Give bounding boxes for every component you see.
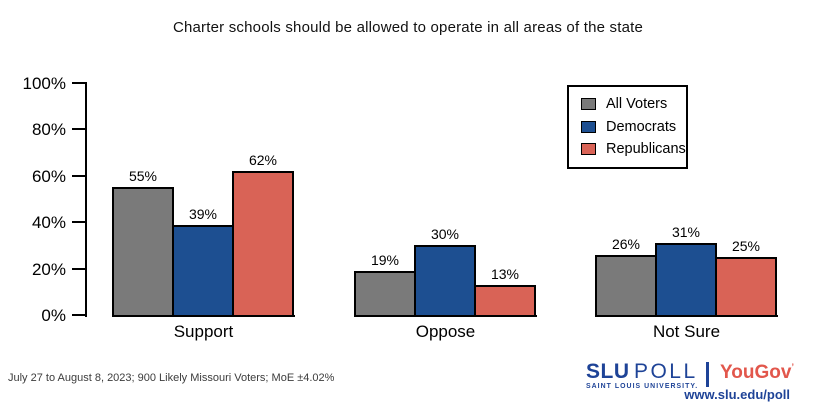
y-axis-tick bbox=[72, 82, 86, 84]
brand-separator bbox=[706, 362, 709, 387]
y-axis-line bbox=[85, 82, 87, 317]
y-axis-tick bbox=[72, 221, 86, 224]
bar-group: 26% 31% 25% bbox=[595, 83, 778, 317]
bar-wrap: 62% bbox=[232, 152, 294, 315]
y-axis-tick-label: 0% bbox=[41, 306, 66, 325]
bar-all-voters bbox=[595, 255, 657, 315]
legend-label: Democrats bbox=[606, 118, 677, 135]
bar-all-voters bbox=[354, 271, 416, 315]
bar-wrap: 39% bbox=[172, 206, 234, 315]
bar-value-label: 13% bbox=[490, 266, 520, 282]
slu-university-text: SAINT LOUIS UNIVERSITY. bbox=[586, 383, 699, 390]
bar-republicans bbox=[474, 285, 536, 315]
y-axis-tick bbox=[72, 174, 86, 177]
slu-logo-text: SLU bbox=[586, 360, 630, 383]
bar-democrats bbox=[172, 225, 234, 315]
bar-wrap: 19% bbox=[354, 252, 416, 315]
bar-wrap: 30% bbox=[414, 226, 476, 315]
legend-label: Republicans bbox=[606, 141, 686, 157]
poll-url: www.slu.edu/poll bbox=[684, 387, 790, 402]
bar-value-label: 25% bbox=[731, 238, 761, 254]
y-axis-tick-label: 80% bbox=[31, 120, 66, 140]
y-axis-tick bbox=[72, 314, 86, 316]
bar-wrap: 31% bbox=[655, 224, 717, 315]
bar-value-label: 19% bbox=[370, 252, 400, 268]
bar-value-label: 31% bbox=[671, 224, 701, 240]
bar-democrats bbox=[655, 243, 717, 315]
poll-logo-text: POLL bbox=[633, 360, 698, 383]
legend: All Voters Democrats Republicans bbox=[567, 85, 688, 169]
y-axis-tick-label: 60% bbox=[31, 166, 66, 186]
chart-title: Charter schools should be allowed to ope… bbox=[172, 19, 644, 36]
legend-swatch bbox=[581, 143, 596, 156]
bar-republicans bbox=[715, 257, 777, 315]
bar-republicans bbox=[232, 171, 294, 315]
bar-wrap: 13% bbox=[474, 266, 536, 315]
bar-value-label: 30% bbox=[430, 226, 460, 242]
bar-value-label: 39% bbox=[188, 206, 218, 222]
source-note: July 27 to August 8, 2023; 900 Likely Mi… bbox=[8, 372, 335, 384]
legend-swatch bbox=[581, 120, 596, 133]
slu-poll-logo: SLU POLL SAINT LOUIS UNIVERSITY. bbox=[586, 361, 698, 391]
bar-value-label: 26% bbox=[611, 236, 641, 252]
y-axis-tick bbox=[72, 128, 86, 131]
legend-label: All Voters bbox=[606, 96, 668, 112]
yougov-text: YouGov bbox=[720, 362, 792, 383]
bar-wrap: 26% bbox=[595, 236, 657, 315]
yougov-logo: YouGov’ bbox=[720, 362, 794, 383]
y-axis-tick-label: 100% bbox=[22, 74, 66, 93]
bar-value-label: 62% bbox=[248, 152, 278, 168]
legend-item: All Voters bbox=[581, 97, 678, 112]
y-axis-tick bbox=[72, 267, 86, 270]
bar-group: 55% 39% 62% bbox=[112, 83, 295, 317]
category-label: Not Sure bbox=[652, 322, 721, 341]
yougov-trademark: ’ bbox=[791, 362, 794, 372]
bar-wrap: 25% bbox=[715, 238, 777, 315]
bar-democrats bbox=[414, 245, 476, 315]
category-label: Oppose bbox=[415, 322, 476, 341]
legend-swatch bbox=[581, 98, 596, 111]
bar-wrap: 55% bbox=[112, 168, 174, 315]
bar-all-voters bbox=[112, 187, 174, 315]
legend-item: Republicans bbox=[581, 142, 686, 157]
legend-item: Democrats bbox=[581, 118, 678, 135]
y-axis-tick-label: 20% bbox=[31, 259, 66, 279]
bar-value-label: 55% bbox=[128, 168, 158, 184]
y-axis-tick-label: 40% bbox=[31, 213, 66, 233]
category-label: Support bbox=[173, 322, 234, 341]
bar-group: 19% 30% 13% bbox=[354, 83, 537, 317]
